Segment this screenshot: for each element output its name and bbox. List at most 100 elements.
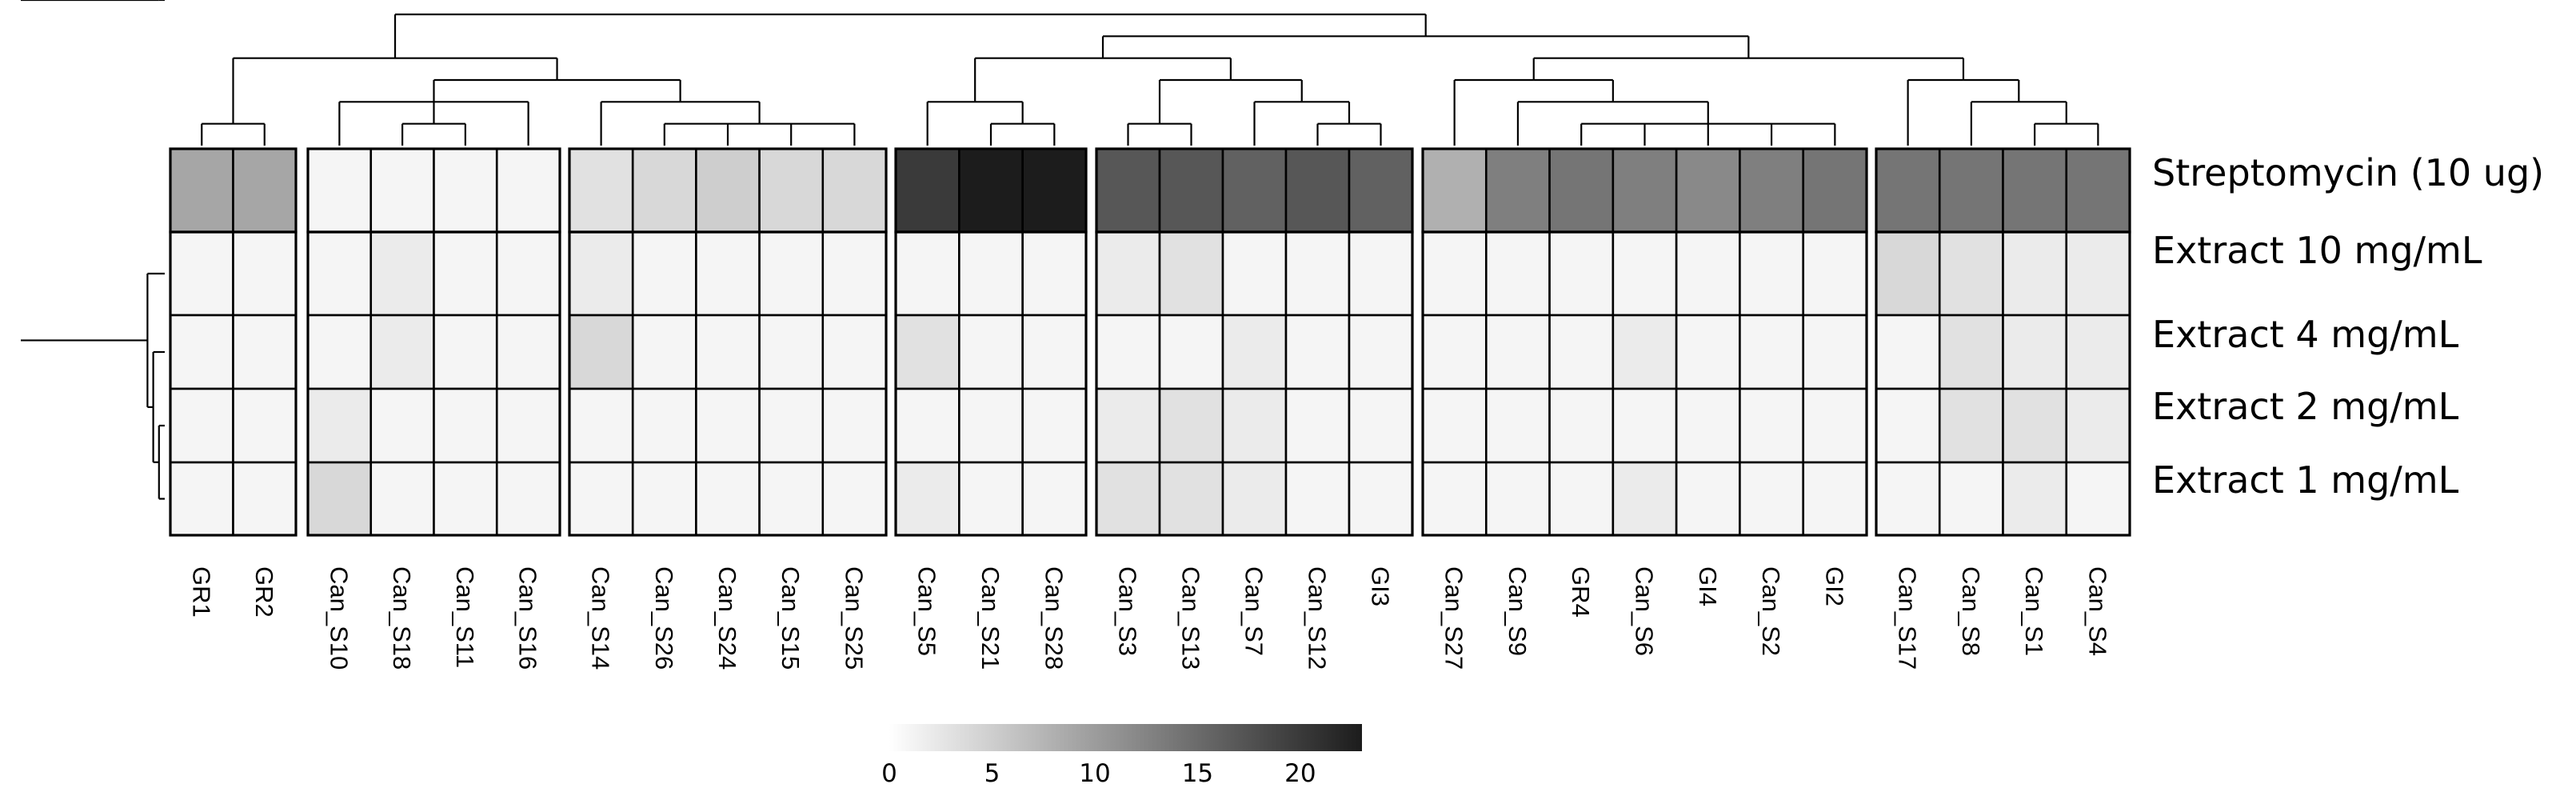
column-label: Can_S26 [650, 566, 678, 670]
heatmap-block-border [306, 230, 561, 537]
heatmap-cell [369, 461, 435, 537]
heatmap-cell [1284, 461, 1351, 537]
heatmap-cell [2002, 230, 2068, 317]
heatmap-cell [232, 461, 298, 537]
heatmap-cell [2065, 461, 2131, 537]
heatmap-cell [1095, 387, 1161, 464]
heatmap-cell [1221, 461, 1288, 537]
heatmap-cell [1548, 147, 1615, 234]
heatmap-cell [1938, 147, 2004, 234]
column-label: GR1 [187, 566, 215, 618]
heatmap-cell [2065, 387, 2131, 464]
heatmap-cell [2065, 230, 2131, 317]
heatmap-cell [306, 147, 373, 234]
heatmap-cell [695, 230, 761, 317]
heatmap-cell [1421, 387, 1488, 464]
heatmap-block-border [1875, 230, 2131, 537]
heatmap-cell [631, 314, 697, 390]
heatmap-cell [1158, 387, 1224, 464]
heatmap-cell [1421, 147, 1488, 234]
column-label: GI2 [1820, 566, 1848, 606]
column-label: Can_S8 [1957, 566, 1985, 656]
heatmap-cell [169, 230, 234, 317]
heatmap-cell [1158, 230, 1224, 317]
heatmap-cell [1675, 314, 1741, 390]
row-label: Streptomycin (10 ug) [2152, 151, 2544, 194]
column-label: Can_S3 [1114, 566, 1142, 656]
heatmap-cell [958, 230, 1024, 317]
heatmap-cell [1158, 147, 1224, 234]
heatmap-cell [1611, 461, 1678, 537]
heatmap-cell [695, 314, 761, 390]
heatmap-cell [1875, 314, 1941, 390]
heatmap-cell [894, 461, 961, 537]
heatmap-cell [433, 230, 498, 317]
heatmap-cell [1938, 314, 2004, 390]
heatmap-cell [1739, 230, 1805, 317]
heatmap-cell [958, 387, 1024, 464]
column-label: Can_S7 [1240, 566, 1268, 656]
column-label: GR2 [250, 566, 278, 618]
color-scale-tick: 20 [1284, 759, 1316, 788]
heatmap-cell [1348, 387, 1414, 464]
heatmap-cell [1875, 147, 1941, 234]
heatmap-cell [1611, 387, 1678, 464]
heatmap-cell [821, 314, 888, 390]
column-label: Can_S27 [1440, 566, 1468, 670]
heatmap-cell [169, 461, 234, 537]
color-scale-legend: 0 5 10 15 20 [881, 724, 1362, 788]
heatmap-cell [169, 147, 234, 234]
color-scale-tick: 15 [1182, 759, 1213, 788]
row-label: Extract 10 mg/mL [2152, 229, 2482, 272]
heatmap-cell [2002, 461, 2068, 537]
heatmap-cell [433, 461, 498, 537]
heatmap-cell [1021, 314, 1088, 390]
heatmap-cell [958, 147, 1024, 234]
heatmap-cell [821, 387, 888, 464]
color-scale-tick: 5 [984, 759, 1000, 788]
heatmap-cell [1484, 387, 1551, 464]
heatmap-cell [1021, 461, 1088, 537]
heatmap-cell [1611, 314, 1678, 390]
row-label: Extract 1 mg/mL [2152, 458, 2459, 502]
heatmap-cell [1875, 230, 1941, 317]
color-scale-bar [889, 724, 1362, 751]
heatmap-cell [758, 461, 825, 537]
heatmap-cell [369, 314, 435, 390]
heatmap-cell [1675, 230, 1741, 317]
heatmap-cell [1348, 314, 1414, 390]
heatmap-cell [1158, 461, 1224, 537]
heatmap-cell [169, 314, 234, 390]
column-label: Can_S18 [388, 566, 416, 670]
heatmap-cell [1802, 314, 1868, 390]
heatmap-cell [433, 147, 498, 234]
heatmap-cell [1158, 314, 1224, 390]
heatmap-cell [1548, 461, 1615, 537]
column-labels: GR1 GR2 Can_S10 Can_S18 Can_S11 Can_S16 Can_S1… [187, 566, 2111, 670]
heatmap-cell [495, 147, 561, 234]
heatmap-cell [695, 387, 761, 464]
heatmap-cell [1421, 461, 1488, 537]
heatmap-cell [631, 147, 697, 234]
heatmap-cell [695, 461, 761, 537]
heatmap-cell [2002, 147, 2068, 234]
heatmap-cell [1938, 230, 2004, 317]
heatmap-cell [1484, 461, 1551, 537]
heatmap-cell [433, 387, 498, 464]
heatmap-block-border [1421, 230, 1868, 537]
heatmap-cell [2002, 387, 2068, 464]
column-label: Can_S10 [325, 566, 353, 670]
heatmap-cell [1875, 461, 1941, 537]
heatmap-cell [1802, 461, 1868, 537]
heatmap-cell [1221, 314, 1288, 390]
heatmap-cell [232, 387, 298, 464]
column-label: GR4 [1567, 566, 1595, 618]
heatmap-cell [1938, 461, 2004, 537]
heatmap-cell [495, 387, 561, 464]
heatmap-cell [1675, 387, 1741, 464]
heatmap-cell [1802, 387, 1868, 464]
row-label: Extract 4 mg/mL [2152, 313, 2459, 356]
heatmap-cell [1421, 314, 1488, 390]
heatmap-cell [568, 147, 634, 234]
heatmap-cell [1221, 147, 1288, 234]
